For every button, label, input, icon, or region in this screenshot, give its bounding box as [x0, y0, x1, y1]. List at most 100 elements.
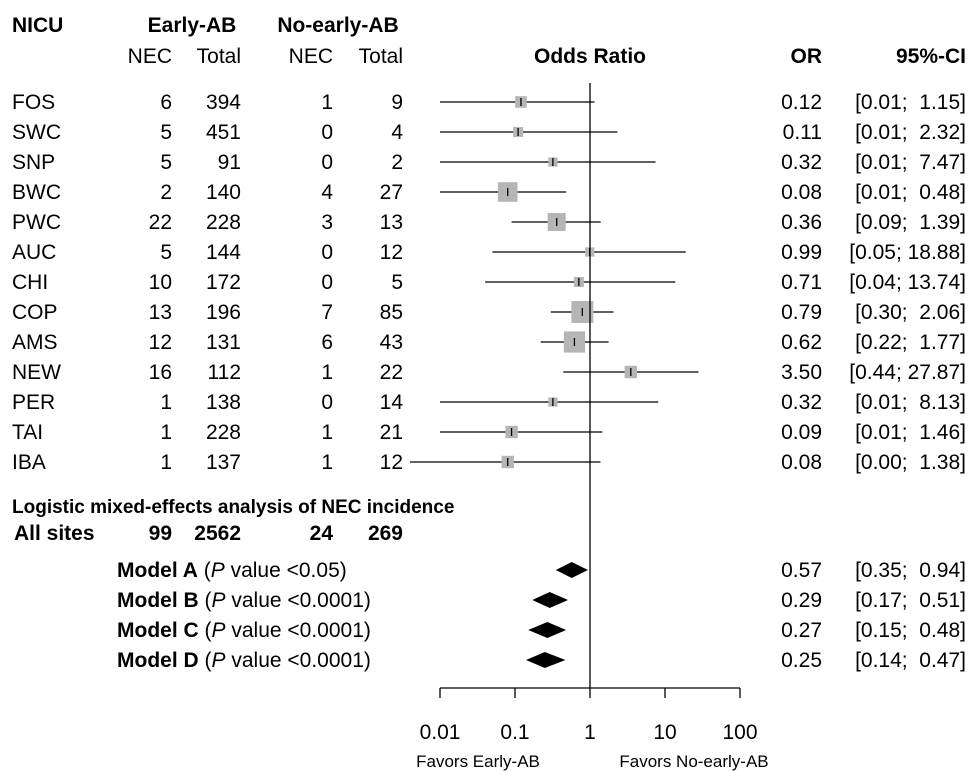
- site-early-total: 131: [206, 331, 241, 354]
- site-name: SNP: [12, 151, 55, 174]
- site-early-total: 112: [208, 361, 241, 384]
- x-tick-label: 10: [653, 721, 676, 744]
- site-early-nec: 2: [160, 181, 172, 204]
- all-sites-no-total: 269: [368, 522, 403, 545]
- model-p-value: value <0.0001): [226, 649, 371, 672]
- site-no-nec: 0: [321, 391, 333, 414]
- all-sites-early-total: 2562: [194, 522, 241, 545]
- header-ci: 95%-CI: [896, 45, 966, 68]
- site-name: BWC: [12, 181, 61, 204]
- site-name: PER: [12, 391, 55, 414]
- header-odds-ratio: Odds Ratio: [534, 45, 646, 68]
- model-p-symbol: P: [212, 649, 226, 672]
- model-label: Model D (P value <0.0001): [117, 649, 371, 672]
- site-or-value: 0.62: [781, 331, 822, 354]
- model-label: Model C (P value <0.0001): [117, 619, 371, 642]
- site-no-nec: 3: [321, 211, 333, 234]
- site-no-nec: 0: [321, 151, 333, 174]
- model-diamond: [555, 562, 588, 578]
- site-or-value: 0.11: [783, 121, 822, 144]
- model-name: Model D: [117, 649, 199, 672]
- site-no-total: 9: [391, 91, 403, 114]
- x-tick-label: 1: [584, 721, 596, 744]
- header-or: OR: [791, 45, 823, 68]
- model-label: Model A (P value <0.05): [117, 559, 347, 582]
- site-early-nec: 16: [149, 361, 172, 384]
- x-axis: 0.01 0.1 1 10 100 Favors Early-AB Favors No-ea…: [416, 83, 769, 771]
- site-or-value: 0.32: [781, 391, 822, 414]
- site-early-total: 228: [206, 421, 241, 444]
- site-no-total: 27: [380, 181, 403, 204]
- site-ci-value: [0.44; 27.87]: [849, 361, 966, 384]
- site-ci-value: [0.09; 1.39]: [855, 211, 966, 234]
- site-name: PWC: [12, 211, 61, 234]
- site-no-total: 12: [380, 241, 403, 264]
- site-early-nec: 13: [149, 301, 172, 324]
- model-or-value: 0.29: [781, 589, 822, 612]
- header-no-early-ab: No-early-AB: [277, 14, 398, 37]
- site-ci-value: [0.01; 0.48]: [855, 181, 966, 204]
- site-early-nec: 10: [149, 271, 172, 294]
- model-ci-value: [0.15; 0.48]: [855, 619, 966, 642]
- site-name: CHI: [12, 271, 48, 294]
- site-name: TAI: [12, 421, 43, 444]
- model-name: Model A: [117, 559, 198, 582]
- model-rows: Model A (P value <0.05) 0.57 [0.35; 0.94]M…: [117, 559, 966, 672]
- site-early-total: 144: [206, 241, 241, 264]
- model-or-value: 0.57: [781, 559, 822, 582]
- site-ci-value: [0.01; 1.15]: [855, 91, 966, 114]
- model-or-value: 0.27: [781, 619, 822, 642]
- all-sites-label: All sites: [14, 522, 95, 545]
- model-diamond: [532, 592, 569, 608]
- site-no-nec: 0: [321, 121, 333, 144]
- summary-title: Logistic mixed-effects analysis of NEC i…: [12, 497, 454, 518]
- site-early-total: 91: [218, 151, 241, 174]
- site-early-total: 196: [206, 301, 241, 324]
- site-early-total: 228: [206, 211, 241, 234]
- site-no-total: 5: [391, 271, 403, 294]
- header-early-nec: NEC: [128, 45, 172, 68]
- site-name: AMS: [12, 331, 58, 354]
- site-early-total: 172: [206, 271, 241, 294]
- site-no-total: 2: [391, 151, 403, 174]
- site-early-nec: 5: [160, 121, 172, 144]
- site-no-total: 13: [380, 211, 403, 234]
- model-or-value: 0.25: [781, 649, 822, 672]
- site-name: IBA: [12, 451, 46, 474]
- model-p-value: value <0.0001): [226, 589, 371, 612]
- header-no-total: Total: [359, 45, 403, 68]
- site-ci-value: [0.01; 7.47]: [855, 151, 966, 174]
- site-no-nec: 1: [321, 91, 333, 114]
- model-name: Model B: [117, 589, 199, 612]
- site-early-nec: 6: [160, 91, 172, 114]
- model-p-open: (: [199, 619, 212, 642]
- site-ci-value: [0.01; 2.32]: [855, 121, 966, 144]
- model-label: Model B (P value <0.0001): [117, 589, 371, 612]
- site-no-nec: 0: [321, 241, 333, 264]
- site-early-total: 140: [206, 181, 241, 204]
- site-ci-value: [0.05; 18.88]: [849, 241, 966, 264]
- site-early-nec: 5: [160, 151, 172, 174]
- site-ci-value: [0.00; 1.38]: [855, 451, 966, 474]
- header-early-ab: Early-AB: [148, 14, 237, 37]
- site-or-value: 0.08: [781, 451, 822, 474]
- site-no-nec: 1: [321, 361, 333, 384]
- site-or-value: 0.32: [781, 151, 822, 174]
- model-p-open: (: [199, 649, 212, 672]
- site-early-total: 137: [206, 451, 241, 474]
- model-p-symbol: P: [212, 589, 226, 612]
- model-ci-value: [0.14; 0.47]: [855, 649, 966, 672]
- favors-no-early-label: Favors No-early-AB: [619, 752, 768, 771]
- site-ci-value: [0.04; 13.74]: [849, 271, 966, 294]
- header-no-nec: NEC: [289, 45, 333, 68]
- site-name: FOS: [12, 91, 55, 114]
- site-rows: FOS 6 394 1 9 0.12 [0.01; 1.15]SWC 5 451 0 4 0.11 [0…: [12, 91, 966, 474]
- site-early-nec: 22: [149, 211, 172, 234]
- site-or-value: 0.99: [781, 241, 822, 264]
- model-p-value: value <0.0001): [226, 619, 371, 642]
- model-p-value: value <0.05): [225, 559, 347, 582]
- site-or-value: 0.79: [781, 301, 822, 324]
- model-ci-value: [0.35; 0.94]: [855, 559, 966, 582]
- site-no-total: 14: [380, 391, 404, 414]
- header-early-total: Total: [197, 45, 241, 68]
